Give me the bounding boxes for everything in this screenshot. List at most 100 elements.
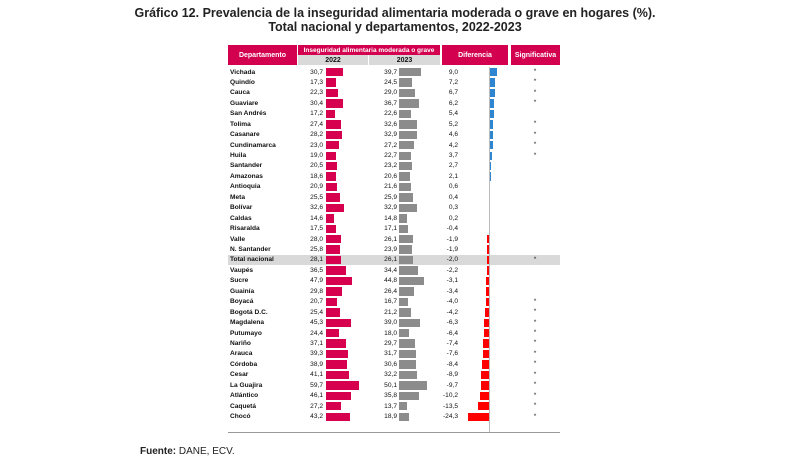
bar-diferencia xyxy=(486,287,489,296)
value-2023: 30,6 xyxy=(384,360,397,368)
value-diferencia: 2,7 xyxy=(448,162,458,170)
bar-2023 xyxy=(399,130,418,140)
chart-title: Gráfico 12. Prevalencia de la insegurida… xyxy=(134,6,656,20)
bar-2022 xyxy=(326,193,341,202)
department-name: Cundinamarca xyxy=(230,141,276,149)
source-note: Fuente: DANE, ECV. xyxy=(140,446,235,457)
value-2022: 25,5 xyxy=(310,193,323,201)
bar-diferencia xyxy=(468,412,489,421)
table-row: Vichada 30,7 39,7 9,0 * xyxy=(228,67,560,77)
table-row: Cauca 22,3 29,0 6,7 * xyxy=(228,88,560,98)
department-name: Guainía xyxy=(230,287,255,295)
value-2022: 28,1 xyxy=(310,256,323,264)
bar-2023 xyxy=(399,151,412,160)
department-name: Cauca xyxy=(230,89,250,97)
value-2022: 29,8 xyxy=(310,287,323,295)
value-2023: 26,1 xyxy=(384,256,397,264)
department-name: Boyacá xyxy=(230,298,254,306)
bar-diferencia xyxy=(489,78,496,87)
value-2023: 34,4 xyxy=(384,266,397,274)
value-diferencia: -0,4 xyxy=(446,225,458,233)
value-2022: 59,7 xyxy=(310,381,323,389)
bar-diferencia xyxy=(489,68,497,77)
table-row: Meta 25,5 25,9 0,4 xyxy=(228,192,560,202)
bar-2022 xyxy=(326,214,335,223)
value-2022: 20,7 xyxy=(310,298,323,306)
significance-mark: * xyxy=(533,339,537,347)
bar-diferencia xyxy=(487,235,489,244)
bar-diferencia xyxy=(486,276,489,286)
value-diferencia: -24,3 xyxy=(442,413,458,421)
department-name: Nariño xyxy=(230,339,251,347)
significance-mark: * xyxy=(533,88,537,96)
table-row: Bolívar 32,6 32,9 0,3 xyxy=(228,203,560,213)
significance-mark: * xyxy=(533,297,537,305)
bar-2022 xyxy=(326,130,342,140)
value-2022: 32,6 xyxy=(310,204,323,212)
header-2023: 2023 xyxy=(369,55,440,65)
bar-2023 xyxy=(399,214,408,223)
significance-mark: * xyxy=(533,360,537,368)
value-2022: 36,5 xyxy=(310,266,323,274)
significance-mark: * xyxy=(533,308,537,316)
department-name: Casanare xyxy=(230,131,260,139)
value-2023: 29,7 xyxy=(384,339,397,347)
bar-2022 xyxy=(326,381,359,390)
value-diferencia: -10,2 xyxy=(442,392,458,400)
header-group: Inseguridad alimentaria moderada o grave xyxy=(298,45,440,55)
value-2023: 16,7 xyxy=(384,298,397,306)
department-name: Bogotá D.C. xyxy=(230,308,268,316)
bar-2023 xyxy=(399,88,415,98)
value-diferencia: 3,7 xyxy=(448,152,458,160)
bar-2023 xyxy=(399,339,416,348)
department-name: Antioquia xyxy=(230,183,261,191)
table-row: Bogotá D.C. 25,4 21,2 -4,2 * xyxy=(228,307,560,317)
value-diferencia: -2,0 xyxy=(446,256,458,264)
table-row: Guaviare 30,4 36,7 6,2 * xyxy=(228,98,560,108)
bar-2022 xyxy=(326,402,341,411)
significance-mark: * xyxy=(533,381,537,389)
value-2022: 24,4 xyxy=(310,329,323,337)
bar-diferencia xyxy=(481,360,489,369)
value-diferencia: 4,6 xyxy=(448,131,458,139)
bar-diferencia xyxy=(482,339,489,348)
bar-diferencia xyxy=(489,141,493,150)
table-row: Total nacional 28,1 26,1 -2,0 * xyxy=(228,254,560,266)
value-diferencia: 5,4 xyxy=(448,110,458,118)
table-row: Amazonas 18,6 20,6 2,1 xyxy=(228,171,560,181)
table-row: Guainía 29,8 26,4 -3,4 xyxy=(228,286,560,296)
value-diferencia: 5,2 xyxy=(448,120,458,128)
value-diferencia: 4,2 xyxy=(448,141,458,149)
table-row: Caldas 14,6 14,8 0,2 xyxy=(228,213,560,223)
department-name: Huila xyxy=(230,152,247,160)
significance-mark: * xyxy=(533,151,537,159)
value-diferencia: -6,4 xyxy=(446,329,458,337)
bar-2022 xyxy=(326,245,341,254)
significance-mark: * xyxy=(533,370,537,378)
table-row: Córdoba 38,9 30,6 -8,4 * xyxy=(228,359,560,369)
bar-diferencia xyxy=(483,318,489,327)
value-2023: 26,4 xyxy=(384,287,397,295)
value-2023: 23,9 xyxy=(384,245,397,253)
bar-2022 xyxy=(326,235,342,244)
value-diferencia: 6,2 xyxy=(448,99,458,107)
value-2023: 39,0 xyxy=(384,319,397,327)
value-2022: 28,2 xyxy=(310,131,323,139)
bar-2022 xyxy=(326,339,347,348)
department-name: Cesar xyxy=(230,371,249,379)
table-row: Tolima 27,4 32,6 5,2 * xyxy=(228,119,560,129)
bar-diferencia xyxy=(477,402,489,411)
bar-2022 xyxy=(326,370,349,380)
table-row: Quindío 17,3 24,5 7,2 * xyxy=(228,77,560,87)
bar-diferencia xyxy=(487,245,489,254)
table-row: Casanare 28,2 32,9 4,6 * xyxy=(228,130,560,140)
bar-2023 xyxy=(399,287,414,296)
value-diferencia: 6,7 xyxy=(448,89,458,97)
department-name: Caldas xyxy=(230,214,252,222)
value-2023: 36,7 xyxy=(384,99,397,107)
value-2022: 20,9 xyxy=(310,183,323,191)
value-2022: 18,6 xyxy=(310,172,323,180)
value-2022: 45,3 xyxy=(310,319,323,327)
table-row: Chocó 43,2 18,9 -24,3 * xyxy=(228,412,560,422)
bar-2023 xyxy=(399,193,414,202)
